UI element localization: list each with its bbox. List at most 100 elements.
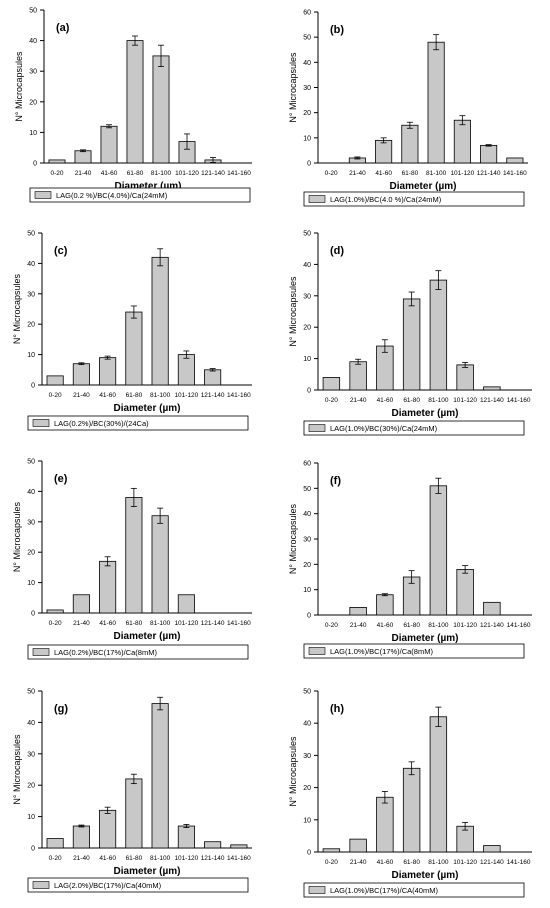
x-axis-title: Diameter (µm) (114, 866, 181, 877)
x-tick-label: 21-40 (350, 397, 367, 404)
bar (506, 157, 524, 164)
y-tick-label: 50 (27, 231, 35, 238)
x-tick-label: 141-160 (507, 397, 531, 404)
y-tick-label: 50 (27, 459, 35, 466)
bar (456, 364, 474, 391)
x-tick-label: 21-40 (349, 170, 366, 177)
legend-label: LAG(0.2%)/BC(17%)/Ca(8mM) (54, 648, 157, 657)
x-tick-label: 81-100 (428, 397, 449, 404)
bar (72, 594, 90, 614)
y-tick-label: 10 (303, 817, 311, 824)
chart-panel-3: 0 10 20 30 40 50 0-20 21-40 41-60 61-80 81-100 101-… (288, 231, 532, 436)
y-axis-title: N° Microcapsules (288, 736, 298, 807)
bar (349, 607, 367, 616)
x-tick-label: 81-100 (150, 855, 171, 862)
x-tick-label: 61-80 (402, 170, 419, 177)
y-tick-label: 40 (29, 38, 37, 45)
y-tick-label: 40 (27, 261, 35, 268)
x-tick-label: 141-160 (227, 392, 251, 399)
legend-label: LAG(2.0%)/BC(17%)/Ca(40mM) (54, 881, 162, 890)
bar (349, 361, 367, 391)
y-axis-title: N° Microcapsules (288, 276, 298, 347)
bar (402, 767, 421, 853)
y-tick-label: 50 (303, 231, 311, 238)
x-tick-label: 21-40 (75, 170, 92, 177)
x-axis-title: Diameter (µm) (114, 631, 181, 642)
bar (349, 838, 367, 853)
legend-box (27, 877, 249, 893)
y-tick-label: 20 (29, 99, 37, 106)
chart-panel-0: 0 10 20 30 40 50 0-20 21-40 41-60 61-80 81-100 101-… (14, 8, 252, 203)
chart-panel-2: 0 10 20 30 40 50 0-20 21-40 41-60 61-80 81-100 101-… (12, 231, 252, 431)
y-tick-label: 0 (31, 611, 35, 618)
y-axis-title: N° Microcapsules (288, 52, 298, 123)
bar (46, 609, 64, 614)
y-tick-label: 40 (303, 60, 311, 67)
x-axis-title: Diameter (µm) (115, 181, 182, 192)
y-tick-label: 20 (303, 325, 311, 332)
y-tick-label: 30 (27, 751, 35, 758)
bar (99, 809, 117, 849)
bar (125, 497, 143, 614)
x-tick-label: 121-140 (201, 392, 225, 399)
bar (126, 40, 144, 164)
y-tick-label: 40 (27, 720, 35, 727)
x-tick-label: 101-120 (453, 859, 477, 866)
panel-label: (g) (54, 703, 68, 715)
x-tick-label: 121-140 (480, 397, 504, 404)
x-tick-label: 141-160 (507, 859, 531, 866)
bar (151, 515, 169, 614)
y-tick-label: 20 (303, 110, 311, 117)
x-tick-label: 0-20 (325, 859, 338, 866)
panel-label: (d) (330, 245, 344, 257)
y-tick-label: 20 (27, 550, 35, 557)
bar (429, 716, 448, 853)
y-axis-title: N° Microcapsules (12, 734, 22, 805)
x-tick-label: 61-80 (126, 392, 143, 399)
legend-swatch (32, 648, 50, 656)
legend-label: LAG(1.0%)/BC(17%)/Ca(8mM) (330, 647, 433, 656)
bar (74, 150, 92, 164)
y-tick-label: 10 (303, 356, 311, 363)
bar (429, 279, 448, 391)
bar (177, 594, 195, 614)
x-axis-title: Diameter (µm) (390, 181, 457, 192)
x-tick-label: 61-80 (126, 620, 143, 627)
y-tick-label: 10 (303, 587, 311, 594)
bar (204, 841, 222, 849)
y-tick-label: 50 (303, 486, 311, 493)
bar (402, 298, 421, 391)
legend-box (303, 643, 525, 659)
x-tick-label: 41-60 (377, 622, 394, 629)
y-tick-label: 60 (303, 461, 311, 468)
y-tick-label: 50 (29, 8, 37, 15)
chart-panel-1: 0 10 20 30 40 50 60 0-20 21-40 41-60 61-80 81-100 10… (288, 10, 528, 207)
bar (480, 144, 498, 164)
x-tick-label: 101-120 (174, 620, 198, 627)
bar (100, 125, 118, 164)
x-tick-label: 41-60 (377, 397, 394, 404)
x-tick-label: 141-160 (227, 620, 251, 627)
bar (151, 703, 169, 849)
bar (125, 311, 143, 386)
x-tick-label: 0-20 (325, 397, 338, 404)
panel-label: (c) (54, 245, 68, 257)
x-tick-label: 0-20 (49, 620, 62, 627)
x-tick-label: 121-140 (477, 170, 501, 177)
x-tick-label: 121-140 (480, 622, 504, 629)
panel-label: (b) (330, 24, 344, 36)
legend-label: LAG(0.2%)/BC(30%)/(24Ca) (54, 419, 149, 428)
panel-label: (h) (330, 703, 344, 715)
x-tick-label: 101-120 (175, 170, 199, 177)
bar (429, 485, 448, 616)
x-tick-label: 41-60 (375, 170, 392, 177)
x-tick-label: 21-40 (73, 392, 90, 399)
x-axis-title: Diameter (µm) (392, 408, 459, 419)
y-tick-label: 10 (27, 580, 35, 587)
bar (456, 569, 474, 616)
legend-swatch (308, 886, 326, 894)
legend-label: LAG(1.0%)/BC(30%)/Ca(24mM) (330, 424, 438, 433)
bar (204, 369, 222, 386)
bar (375, 139, 393, 164)
x-tick-label: 141-160 (507, 622, 531, 629)
